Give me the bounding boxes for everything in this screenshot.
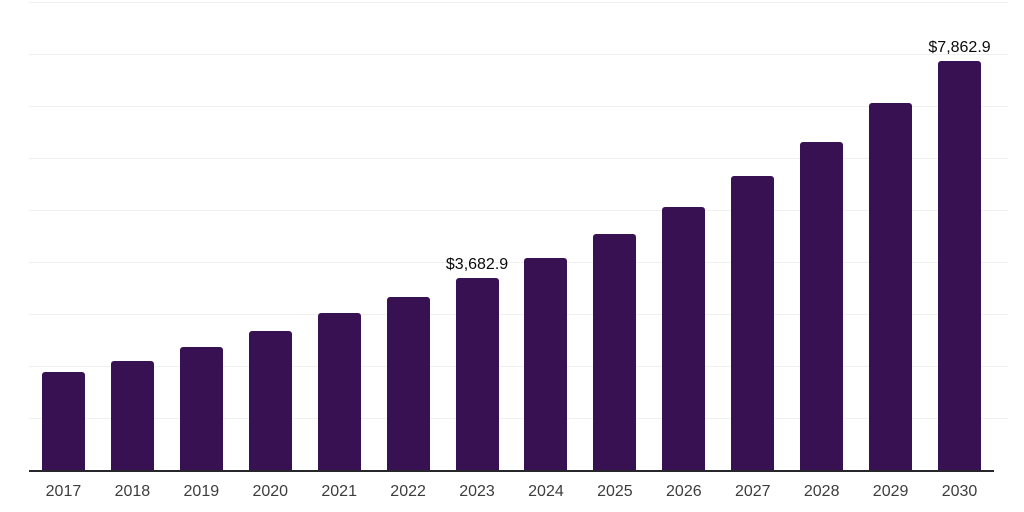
bar-2019 xyxy=(179,347,223,470)
bar-2022 xyxy=(386,297,430,470)
gridline xyxy=(29,262,1008,263)
gridline xyxy=(29,158,1008,159)
gridline xyxy=(29,54,1008,55)
x-tick-label-2026: 2026 xyxy=(666,483,702,500)
x-tick-label-2022: 2022 xyxy=(390,483,426,500)
gridline xyxy=(29,210,1008,211)
x-tick-label-2018: 2018 xyxy=(114,483,151,500)
x-tick-label-2023: 2023 xyxy=(459,483,495,500)
bar-2027 xyxy=(731,175,775,470)
gridline xyxy=(29,314,1008,315)
bar-2018 xyxy=(110,361,154,470)
data-label-2023: $3,682.9 xyxy=(445,256,509,274)
data-label-2030: $7,862.9 xyxy=(928,39,991,57)
x-tick-label-2025: 2025 xyxy=(597,483,633,500)
bar-2020 xyxy=(248,331,292,470)
bar-2028 xyxy=(800,141,844,470)
x-tick-label-2019: 2019 xyxy=(183,483,220,500)
bar-2023 xyxy=(455,278,499,470)
x-tick-label-2027: 2027 xyxy=(734,483,771,500)
x-tick-label-2021: 2021 xyxy=(321,483,357,500)
x-tick-label-2030: 2030 xyxy=(941,483,978,500)
x-tick-label-2028: 2028 xyxy=(803,483,840,500)
x-tick-label-2020: 2020 xyxy=(252,483,289,500)
gridline xyxy=(29,2,1008,3)
gridline xyxy=(29,106,1008,107)
bar-2029 xyxy=(869,102,913,470)
bar-2030 xyxy=(938,61,982,470)
gridline xyxy=(29,418,1008,419)
bar-2026 xyxy=(662,206,706,470)
x-tick-label-2017: 2017 xyxy=(45,483,82,500)
x-tick-label-2029: 2029 xyxy=(872,483,909,500)
bar-2021 xyxy=(317,313,361,470)
bar-2024 xyxy=(524,257,568,470)
bar-2025 xyxy=(593,233,637,470)
x-tick-label-2024: 2024 xyxy=(528,483,564,500)
gridline xyxy=(29,366,1008,367)
x-axis-line xyxy=(29,470,994,472)
bar-2017 xyxy=(41,372,85,470)
